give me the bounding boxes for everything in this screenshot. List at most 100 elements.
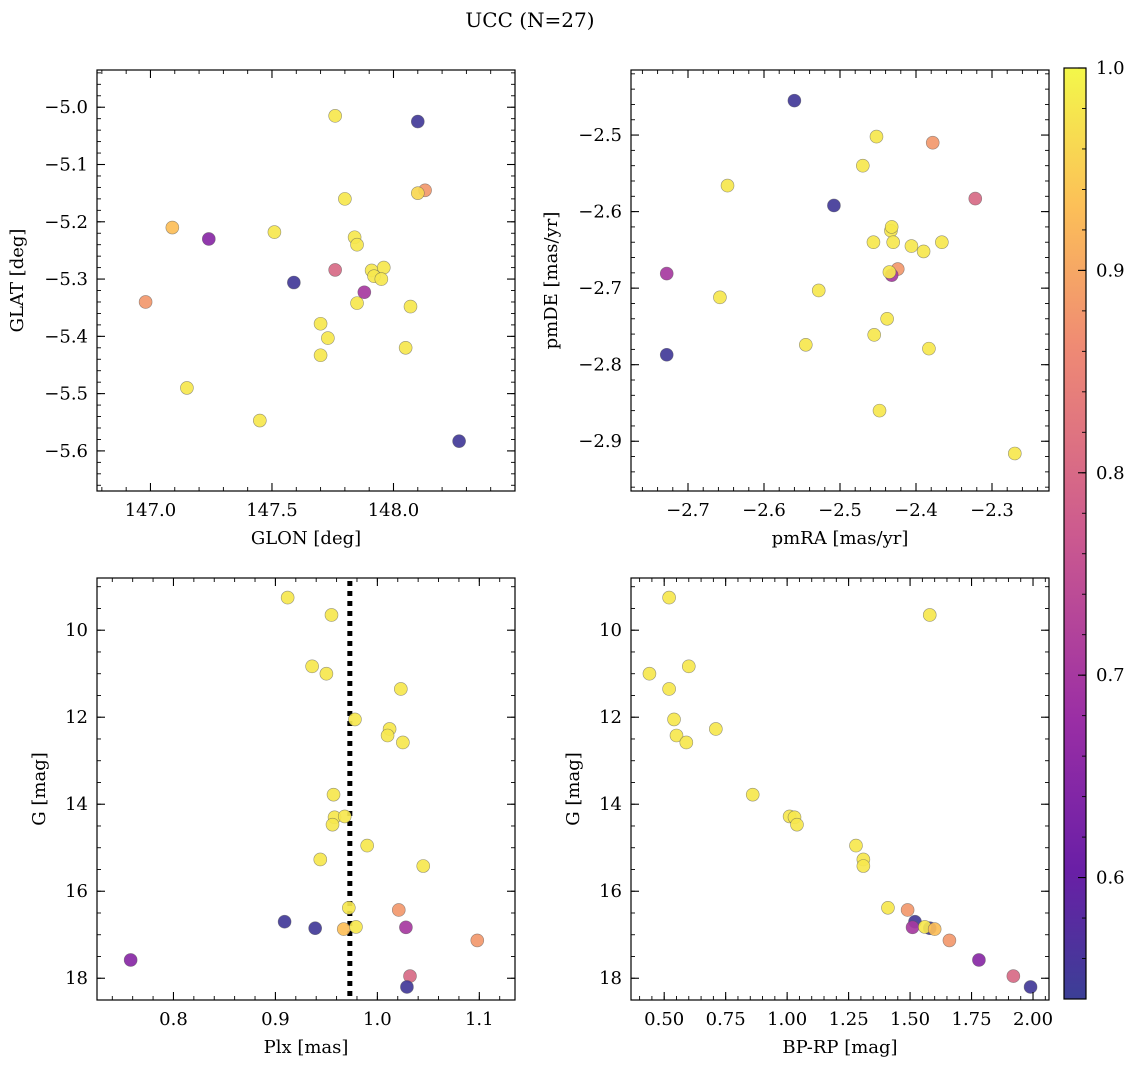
scatter-point [321,331,335,345]
scatter-point [313,316,328,331]
scatter-point [659,347,674,362]
scatter-point [681,659,696,674]
scatter-point [396,735,410,750]
scatter-point [872,403,887,418]
y-tick-label: −2.6 [578,202,622,223]
y-tick-label: 16 [599,881,622,902]
scatter-point [642,666,657,681]
x-tick-label: 147.0 [125,500,177,521]
glon-glat-panel: 147.0 147.5 148.0 −5.0 −5.1 −5.2 −5.3 −5.4 −5.5 −… [7,69,516,549]
scatter-point [357,285,372,300]
y-tick-label: −2.5 [578,125,622,146]
colorbar: 0.6 0.7 0.8 0.9 1.0 [1063,58,1125,1000]
scatter-point [856,859,871,873]
y-tick-label: 16 [65,881,88,902]
y-tick-label: 12 [599,707,622,728]
scatter-point [886,235,901,250]
scatter-point [882,265,897,279]
scatter-point [905,920,920,935]
scatter-point [869,129,884,144]
x-tick-label: 1.1 [465,1009,494,1030]
scatter-point [416,859,431,873]
cmd-panel: 0.50 0.75 1.00 1.25 1.50 1.75 2.00 10 12 14 16 18 BP… [563,577,1053,1058]
scatter-point [884,220,899,234]
scatter-point [942,933,957,948]
scatter-point [403,299,418,314]
scatter-point [313,852,328,867]
scatter-point [326,787,341,802]
x-tick-label: 0.9 [261,1009,290,1030]
scatter-point [360,838,374,853]
pm-panel: −2.7 −2.6 −2.5 −2.4 −2.3 −2.5 −2.6 −2.7 −2.8 −2.9… [541,69,1050,549]
y-axis-label: G [mag] [29,752,50,825]
x-tick-label: 0.75 [706,1009,746,1030]
scatter-point [180,381,194,395]
x-axis-label: Plx [mas] [264,1037,349,1058]
x-tick-label: −2.6 [742,500,786,521]
scatter-point [165,220,180,235]
x-axis-label: pmRA [mas/yr] [772,528,909,549]
x-axis-label: BP-RP [mag] [782,1037,897,1058]
y-tick-label: −2.7 [578,278,622,299]
x-tick-label: −2.7 [666,500,710,521]
plot-frame [630,69,1050,492]
x-tick-label: −2.4 [894,500,938,521]
scatter-point [720,178,735,193]
scatter-point [305,659,319,674]
scatter-point [394,682,408,696]
scatter-point [798,337,813,352]
y-tick-label: −5.6 [44,441,88,462]
scatter-point [667,712,681,727]
x-tick-label: 147.5 [246,500,298,521]
scatter-point [336,922,351,936]
scatter-point [790,817,804,832]
x-tick-label: 2.00 [1013,1009,1053,1030]
y-axis-label: G [mag] [563,752,584,825]
scatter-point [867,328,882,342]
x-tick-label: 1.50 [890,1009,930,1030]
colorbar-tick-label: 0.7 [1096,665,1125,686]
scatter-point [277,914,292,929]
scatter-point [1023,980,1038,994]
scatter-point [410,114,425,129]
y-tick-label: 12 [65,707,88,728]
y-tick-label: −5.1 [44,155,88,176]
scatter-point [348,712,362,727]
x-tick-label: 0.8 [159,1009,188,1030]
scatter-point [287,275,301,290]
scatter-point [811,283,826,298]
y-tick-label: 18 [599,968,622,989]
scatter-point [904,239,919,253]
scatter-point [709,722,723,736]
x-tick-label: 1.0 [363,1009,392,1030]
scatter-point [787,93,802,108]
scatter-point [280,590,295,605]
scatter-point [349,920,363,934]
scatter-point [338,192,352,206]
scatter-point [972,953,986,967]
scatter-point [391,903,406,917]
scatter-point [410,186,425,200]
y-tick-label: 14 [599,794,622,815]
y-axis-label: GLAT [deg] [7,229,28,333]
scatter-point [925,135,940,150]
colorbar-tick-label: 0.8 [1096,463,1125,484]
y-tick-label: −5.0 [44,97,88,118]
scatter-point [324,608,339,622]
scatter-point [342,900,356,915]
scatter-point [328,263,342,277]
scatter-point [350,296,364,310]
y-tick-label: 18 [65,968,88,989]
y-tick-label: −2.8 [578,355,622,376]
scatter-point [313,348,328,363]
scatter-point [308,921,322,936]
scatter-point [1006,969,1021,983]
scatter-point [201,232,216,246]
scatter-point [319,666,334,681]
x-tick-label: 1.00 [767,1009,807,1030]
y-tick-label: −5.3 [44,269,88,290]
x-axis-label: GLON [deg] [251,528,361,549]
scatter-point [253,413,267,428]
scatter-point [659,266,674,281]
